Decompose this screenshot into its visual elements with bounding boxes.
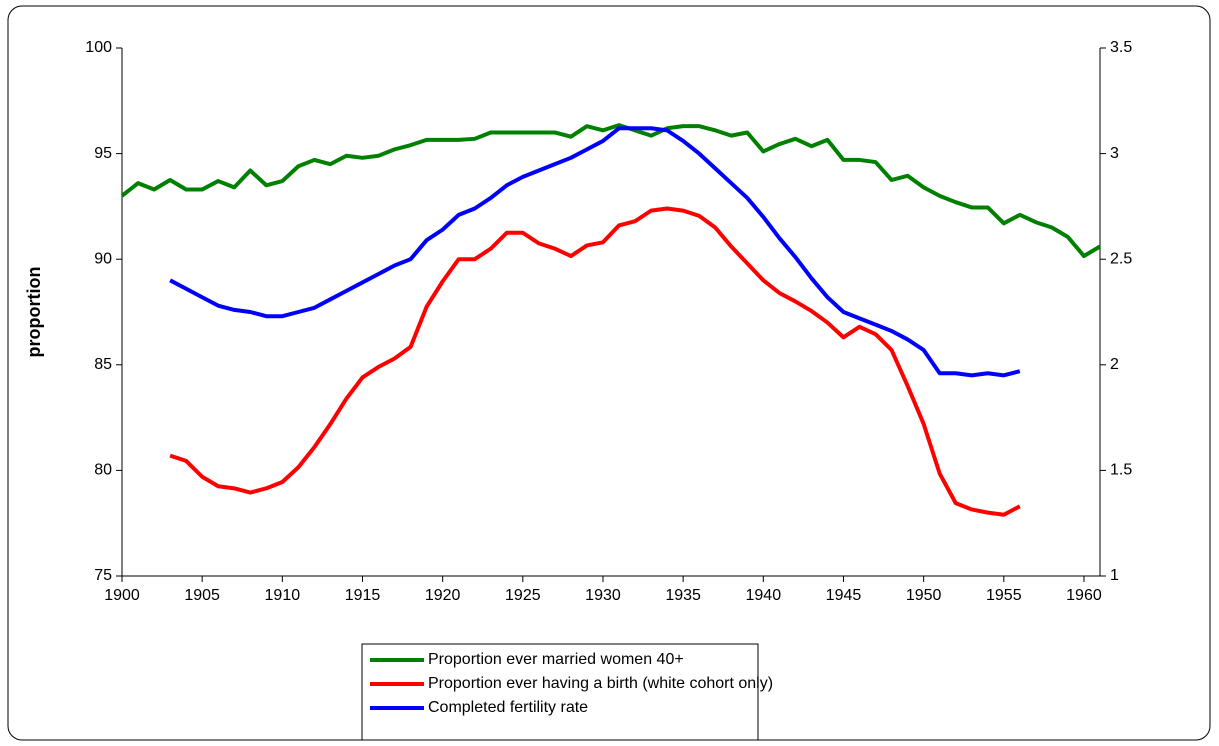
legend-label: Proportion ever married women 40+ bbox=[428, 651, 684, 668]
x-tick-label: 1910 bbox=[265, 587, 301, 604]
x-tick-label: 1920 bbox=[425, 587, 461, 604]
x-tick-label: 1915 bbox=[345, 587, 381, 604]
y-tick-label: 85 bbox=[94, 356, 112, 373]
legend-label: Completed fertility rate bbox=[428, 699, 588, 716]
y2-tick-label: 3.5 bbox=[1110, 39, 1132, 56]
y-tick-label: 75 bbox=[94, 567, 112, 584]
line-series bbox=[120, 123, 1102, 259]
line-series bbox=[169, 126, 1021, 378]
x-tick-label: 1960 bbox=[1066, 587, 1102, 604]
chart-frame bbox=[7, 5, 1211, 741]
y2-tick-label: 3 bbox=[1110, 145, 1119, 162]
x-tick-label: 1900 bbox=[104, 587, 140, 604]
x-tick-label: 1945 bbox=[826, 587, 862, 604]
y2-tick-label: 1.5 bbox=[1110, 462, 1132, 479]
x-tick-label: 1940 bbox=[746, 587, 782, 604]
line-series bbox=[169, 206, 1021, 517]
y-tick-label: 95 bbox=[94, 145, 112, 162]
y-axis-label: proportion bbox=[24, 267, 44, 358]
x-tick-label: 1925 bbox=[505, 587, 541, 604]
x-tick-label: 1930 bbox=[585, 587, 621, 604]
x-tick-label: 1905 bbox=[184, 587, 220, 604]
y-tick-label: 90 bbox=[94, 250, 112, 267]
y-tick-label: 100 bbox=[85, 39, 112, 56]
y2-tick-label: 2 bbox=[1110, 356, 1119, 373]
y-tick-label: 80 bbox=[94, 462, 112, 479]
x-tick-label: 1955 bbox=[986, 587, 1022, 604]
y2-tick-label: 1 bbox=[1110, 567, 1119, 584]
y2-tick-label: 2.5 bbox=[1110, 250, 1132, 267]
legend-label: Proportion ever having a birth (white co… bbox=[428, 675, 773, 692]
x-tick-label: 1950 bbox=[906, 587, 942, 604]
legend bbox=[361, 643, 759, 741]
x-tick-label: 1935 bbox=[665, 587, 701, 604]
